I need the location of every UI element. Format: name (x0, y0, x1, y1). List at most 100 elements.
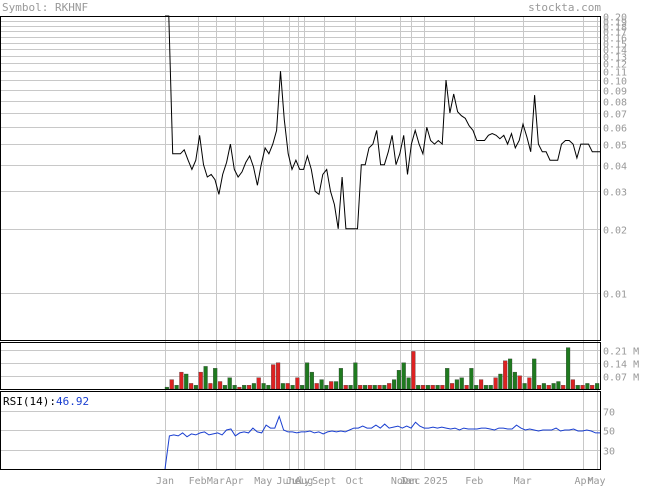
price-panel: 0.01 0.02 0.03 0.04 0.05 0.06 0.070.080.090.10… (165, 13, 627, 301)
price-tick-label: 0.02 (603, 226, 627, 237)
volume-tick-label: 0.21 M (603, 347, 639, 358)
volume-bar (430, 385, 435, 390)
volume-bar (421, 385, 426, 390)
volume-bar (411, 351, 416, 390)
x-tick-label: Feb (465, 476, 483, 486)
volume-bar (261, 383, 266, 390)
price-tick-label: 0.15 (603, 40, 627, 51)
price-frame (0, 16, 601, 341)
x-tick-label: Apr (574, 476, 592, 486)
symbol-value: RKHNF (54, 1, 89, 14)
volume-bar (406, 377, 411, 390)
volume-bar (363, 385, 368, 390)
volume-bar (184, 373, 189, 390)
volume-bar (227, 377, 232, 390)
rsi-tick-label: 70 (603, 408, 615, 419)
price-tick-label: 0.01 (603, 290, 627, 301)
volume-bar (179, 371, 184, 390)
volume-bar (280, 383, 285, 390)
volume-bar (353, 362, 358, 390)
price-tick-label: 0.09 (603, 87, 627, 98)
volume-bar (435, 385, 440, 390)
volume-bar (198, 371, 203, 390)
symbol-label: Symbol: (2, 1, 49, 14)
volume-bar (580, 385, 585, 390)
volume-bar (522, 383, 527, 390)
volume-bar (503, 360, 508, 390)
volume-bar (251, 383, 256, 390)
volume-bar (329, 381, 334, 390)
x-tick-label: Jan (156, 476, 174, 486)
volume-bar (493, 377, 498, 390)
volume-tick-label: 0.07 M (603, 373, 639, 384)
volume-bar (203, 366, 208, 390)
x-tick-label: June (276, 476, 300, 486)
volume-bar (464, 385, 469, 390)
volume-bar (218, 381, 223, 390)
volume-bar (338, 368, 343, 390)
volume-bar (459, 377, 464, 390)
volume-bar (416, 385, 421, 390)
volume-bar (396, 370, 401, 390)
x-tick-label: Apr (226, 476, 244, 486)
volume-bar (450, 383, 455, 390)
volume-bar (401, 362, 406, 390)
volume-bar (213, 368, 218, 390)
price-tick-label: 0.05 (603, 141, 627, 152)
volume-bar (305, 362, 310, 390)
rsi-panel: 30 50 70 RSI(14):46.92 (3, 395, 615, 470)
price-tick-label: 0.07 (603, 110, 627, 121)
price-tick-label: 0.04 (603, 162, 627, 173)
volume-bar (483, 385, 488, 390)
volume-bar (575, 385, 580, 390)
volume-bar (237, 386, 242, 390)
volume-bar (247, 385, 252, 390)
volume-bar (358, 385, 363, 390)
volume-bar (290, 385, 295, 390)
volume-bar (266, 385, 271, 390)
volume-bar (169, 379, 174, 390)
volume-bar (324, 385, 329, 390)
volume-bar (382, 385, 387, 390)
volume-bar (566, 347, 571, 390)
volume-bar (276, 362, 281, 390)
volume-bar (590, 385, 595, 390)
volume-bar (474, 385, 479, 390)
x-tick-label: Nov (391, 476, 409, 486)
x-tick-label: Mar (514, 476, 532, 486)
volume-bar (348, 385, 353, 390)
volume-bar (295, 377, 300, 390)
volume-bar (232, 385, 237, 390)
volume-bar (271, 364, 276, 390)
volume-bar (546, 385, 551, 390)
volume-bar (285, 383, 290, 390)
x-tick-label: Sept (312, 476, 336, 486)
price-tick-label: 0.16 (603, 34, 627, 45)
x-tick-label: Mar (207, 476, 225, 486)
volume-bar (314, 383, 319, 390)
price-tick-label: 0.10 (603, 77, 627, 88)
price-tick-label: 0.06 (603, 124, 627, 135)
volume-bar (343, 385, 348, 390)
volume-bar (377, 385, 382, 390)
rsi-tick-label: 50 (603, 427, 615, 438)
price-tick-label: 0.12 (603, 60, 627, 71)
volume-bar (537, 385, 542, 390)
volume-bar (193, 385, 198, 390)
x-tick-label: May (254, 476, 272, 486)
volume-bar (532, 358, 537, 390)
volume-bar (189, 383, 194, 390)
rsi-tick-label: 30 (603, 447, 615, 458)
x-tick-label: Oct (346, 476, 364, 486)
volume-bar (498, 373, 503, 390)
volume-bar (527, 377, 532, 390)
volume-bar (309, 371, 314, 390)
price-tick-label: 0.03 (603, 188, 627, 199)
volume-bar (595, 383, 600, 390)
volume-bar (445, 368, 450, 390)
x-tick-label: May (587, 476, 605, 486)
volume-bar (570, 379, 575, 390)
volume-bar (392, 379, 397, 390)
x-tick-label: Aug (295, 476, 313, 486)
